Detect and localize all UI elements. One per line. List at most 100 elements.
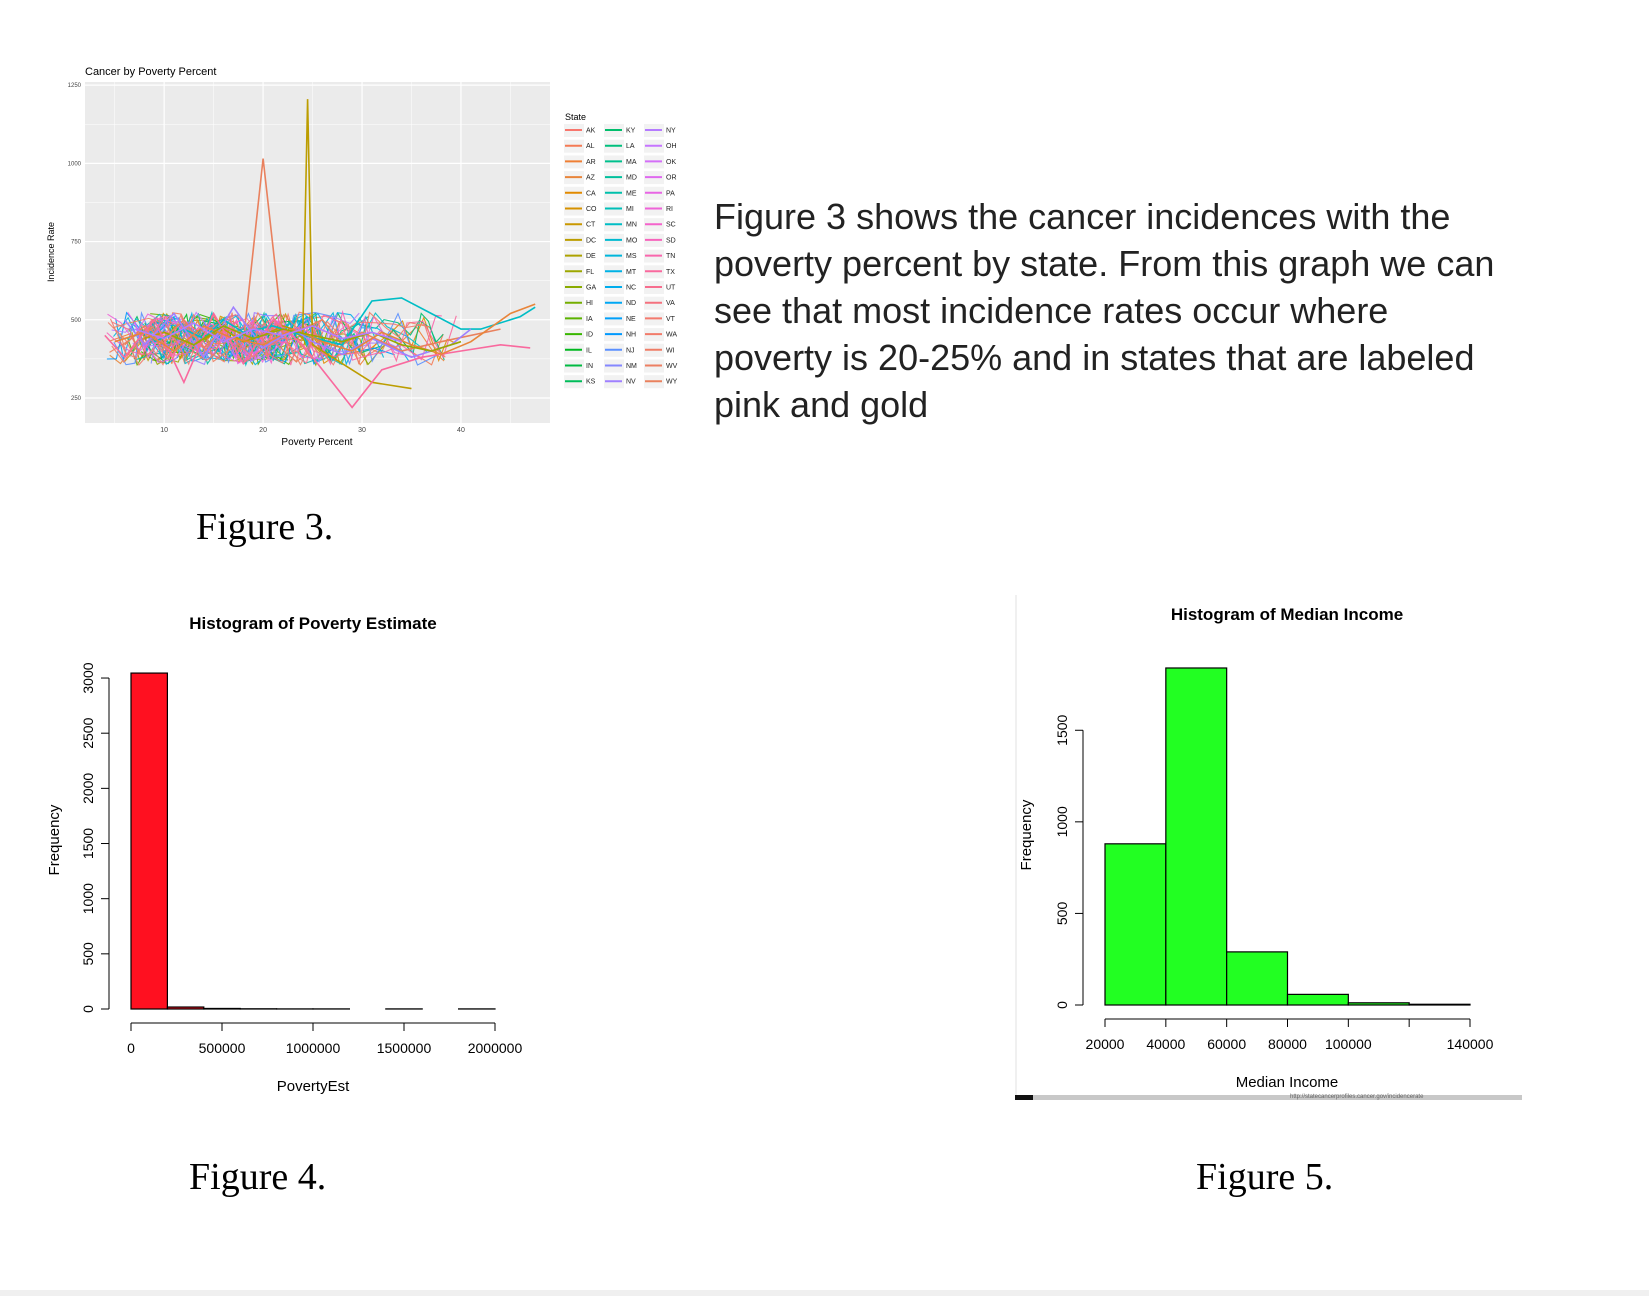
fig3-caption: Figure 3. <box>196 506 334 548</box>
fig3-legend-label: UT <box>666 285 676 292</box>
fig3-legend-label: WI <box>666 347 675 354</box>
fig4-bar <box>130 672 169 1010</box>
fig4-ytick-label: 1500 <box>80 828 96 859</box>
fig5-xtick-label: 80000 <box>1268 1036 1307 1052</box>
fig3-ytick-label: 500 <box>71 318 82 324</box>
fig5-ytick-label: 1500 <box>1054 714 1070 745</box>
fig3-ytick-label: 1000 <box>68 161 82 167</box>
page-bottom-edge <box>0 1290 1649 1296</box>
fig5-xtick-label: 40000 <box>1146 1036 1185 1052</box>
fig3-legend-label: NC <box>626 285 636 292</box>
fig3-legend-label: MS <box>626 253 637 260</box>
fig3-legend-label: ND <box>626 300 636 307</box>
fig4-ytick-label: 500 <box>80 942 96 966</box>
fig4-ylabel: Frequency <box>46 804 63 875</box>
fig3-series-line <box>141 313 323 364</box>
fig4-ytick-label: 0 <box>80 1005 96 1013</box>
fig3-legend-label: DC <box>586 237 596 244</box>
fig3-legend-label: MO <box>626 237 638 244</box>
fig3-xlabel: Poverty Percent <box>281 437 352 448</box>
fig4-xtick-label: 1000000 <box>286 1040 341 1056</box>
fig3-panel <box>85 82 550 423</box>
fig3-legend-label: ME <box>626 190 637 197</box>
fig5-xtick-label: 140000 <box>1447 1036 1494 1052</box>
fig5-bottom-bar <box>1015 1095 1522 1100</box>
fig3-legend-label: CO <box>586 206 597 213</box>
fig3-ytick-label: 1250 <box>68 83 82 89</box>
fig5-ylabel: Frequency <box>1018 799 1035 870</box>
fig5-bar <box>1408 1003 1471 1006</box>
fig3-xtick-label: 30 <box>358 427 366 434</box>
fig4-xtick-label: 2000000 <box>468 1040 523 1056</box>
fig3-legend-label: SC <box>666 222 676 229</box>
fig5-bar <box>1226 951 1289 1006</box>
fig3-legend-label: ID <box>586 332 593 339</box>
fig4-caption: Figure 4. <box>189 1156 327 1198</box>
fig3-legend-label: NE <box>626 316 636 323</box>
fig3-legend-label: NJ <box>626 347 635 354</box>
fig3-xtick-label: 20 <box>259 427 267 434</box>
fig3-chart: Cancer by Poverty Percent 250 500 750 1000 1… <box>46 66 678 448</box>
fig5-title: Histogram of Median Income <box>1171 605 1403 624</box>
fig3-xtick-label: 40 <box>457 427 465 434</box>
fig4-bar <box>203 1007 241 1010</box>
fig3-legend-label: HI <box>586 300 593 307</box>
fig5-bar <box>1165 667 1228 1006</box>
fig3-legend-label: CT <box>586 222 596 229</box>
fig3-legend-label: KY <box>626 128 636 135</box>
fig3-series-line <box>109 318 446 366</box>
fig5-caption: Figure 5. <box>1196 1156 1334 1198</box>
fig3-legend-label: MI <box>626 206 634 213</box>
fig3-legend-label: TX <box>666 269 675 276</box>
fig5-xtick-label: 100000 <box>1325 1036 1372 1052</box>
fig3-legend-label: OK <box>666 159 676 166</box>
fig3-series-tx <box>104 311 531 409</box>
fig3-legend-label: AZ <box>586 175 596 182</box>
fig5-chart: Histogram of Median Income 050010001500 … <box>1015 595 1522 1100</box>
fig3-legend-label: WV <box>666 363 678 370</box>
fig3-legend-label: OR <box>666 175 677 182</box>
fig5-bar <box>1104 843 1167 1006</box>
fig3-series-mn <box>153 297 536 346</box>
fig3-legend-label: LA <box>626 143 635 150</box>
fig5-xtick-label: 60000 <box>1207 1036 1246 1052</box>
fig3-legend-label: AK <box>586 128 596 135</box>
fig3-series-ny <box>134 321 402 343</box>
fig3-legend-label: FL <box>586 269 594 276</box>
fig3-legend-label: MN <box>626 222 637 229</box>
fig5-footnote: http://statecancerprofiles.cancer.gov/in… <box>1290 1094 1424 1100</box>
fig3-description: Figure 3 shows the cancer incidences wit… <box>714 196 1495 425</box>
fig3-legend-label: PA <box>666 190 675 197</box>
fig5-ytick-label: 500 <box>1054 902 1070 926</box>
fig4-ytick-label: 2500 <box>80 717 96 748</box>
fig3-legend-label: SD <box>666 237 676 244</box>
fig4-xlabel: PovertyEst <box>277 1078 350 1095</box>
fig3-legend-label: CA <box>586 190 596 197</box>
fig3-legend-label: AR <box>586 159 596 166</box>
fig3-legend-label: NH <box>626 332 636 339</box>
fig3-series-line <box>139 311 410 365</box>
fig3-legend-label: GA <box>586 285 596 292</box>
fig3-legend-title: State <box>565 112 586 122</box>
fig4-ytick-label: 3000 <box>80 662 96 693</box>
fig3-legend-label: OH <box>666 143 677 150</box>
fig3-series-fl <box>163 325 462 352</box>
fig4-title: Histogram of Poverty Estimate <box>189 614 437 633</box>
fig4-ytick-label: 2000 <box>80 773 96 804</box>
fig3-ytick-label: 750 <box>71 240 82 246</box>
fig3-legend-label: IL <box>586 347 592 354</box>
fig3-legend-label: MA <box>626 159 637 166</box>
fig3-legend-label: KS <box>586 379 596 386</box>
fig4-ytick-label: 1000 <box>80 883 96 914</box>
fig3-title: Cancer by Poverty Percent <box>85 66 216 78</box>
fig3-legend-label: WY <box>666 379 678 386</box>
fig3-legend-label: AL <box>586 143 595 150</box>
fig3-series-line <box>149 315 457 366</box>
fig3-legend-label: NV <box>626 379 636 386</box>
fig4-xtick-label: 500000 <box>199 1040 246 1056</box>
fig3-legend-label: NM <box>626 363 637 370</box>
fig3-legend-label: IN <box>586 363 593 370</box>
fig5-bottom-bar-dark <box>1015 1095 1033 1100</box>
fig3-legend-label: MT <box>626 269 637 276</box>
fig3-legend-label: WA <box>666 332 677 339</box>
